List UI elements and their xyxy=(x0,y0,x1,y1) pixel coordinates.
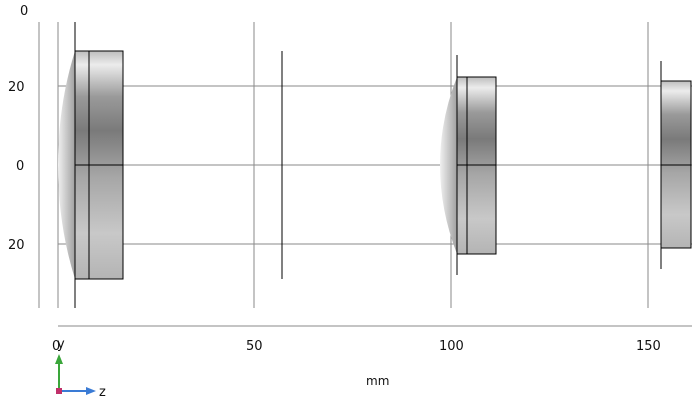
horizontal-gridlines xyxy=(58,85,692,245)
axis-unit-label: mm xyxy=(366,374,389,388)
element-3[interactable] xyxy=(660,61,692,269)
lens-2-curved-surface xyxy=(440,77,457,254)
z-tick-label-100: 100 xyxy=(439,339,464,354)
z-tick-label-50: 50 xyxy=(246,339,263,354)
lens-2[interactable] xyxy=(440,55,497,275)
triad-y-label: y xyxy=(57,337,65,352)
lens-1-curved-surface xyxy=(58,51,75,279)
lens-1[interactable] xyxy=(58,22,124,308)
triad-y-arrowhead-icon xyxy=(55,354,63,364)
axis-top-zero-label: 0 xyxy=(20,4,28,19)
triad-z-label: z xyxy=(99,385,106,400)
axis-triad: y z xyxy=(55,337,106,400)
y-tick-label-20-top: 20 xyxy=(8,80,25,95)
y-tick-label-20-bottom: 20 xyxy=(8,238,25,253)
triad-z-arrowhead-icon xyxy=(86,387,96,395)
y-tick-label-0: 0 xyxy=(16,159,24,174)
triad-origin-icon xyxy=(56,388,62,394)
z-tick-label-150: 150 xyxy=(636,339,661,354)
z-tick-label-0: 0 xyxy=(52,339,60,354)
